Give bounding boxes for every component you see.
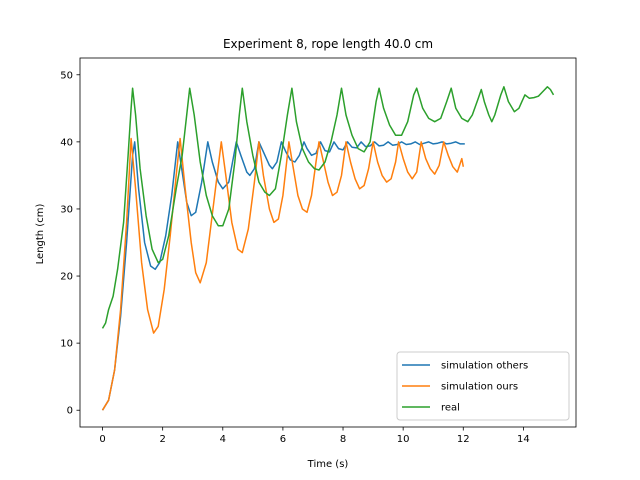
legend-label-1: simulation ours (441, 382, 518, 393)
x-tick-label: 4 (220, 434, 226, 445)
y-tick-label: 40 (60, 137, 73, 148)
y-tick-label: 0 (67, 406, 73, 417)
plot-area (79, 57, 577, 428)
x-tick-label: 14 (517, 434, 530, 445)
x-tick-label: 2 (159, 434, 165, 445)
chart-title: Experiment 8, rope length 40.0 cm (223, 37, 433, 51)
x-tick-label: 12 (457, 434, 470, 445)
axes-frame (79, 57, 577, 428)
y-tick-label: 20 (60, 272, 73, 283)
y-axis: 0 10 20 30 40 50 (60, 70, 80, 417)
series-line-2 (101, 86, 555, 329)
legend-label-2: real (441, 403, 460, 414)
x-tick-label: 6 (280, 434, 286, 445)
legend-label-0: simulation others (441, 361, 528, 372)
y-axis-label: Length (cm) (35, 204, 46, 265)
legend: simulation others simulation ours real (396, 351, 570, 421)
y-tick-label: 30 (60, 204, 73, 215)
x-tick-label: 8 (340, 434, 346, 445)
x-tick-label: 10 (397, 434, 410, 445)
x-tick-label: 0 (99, 434, 105, 445)
legend-box (396, 351, 570, 421)
y-tick-label: 50 (60, 70, 73, 81)
x-axis-label: Time (s) (307, 459, 349, 470)
series-line-0 (101, 141, 465, 411)
y-tick-label: 10 (60, 339, 73, 350)
x-axis: 0 2 4 6 8 10 12 14 (99, 427, 530, 445)
